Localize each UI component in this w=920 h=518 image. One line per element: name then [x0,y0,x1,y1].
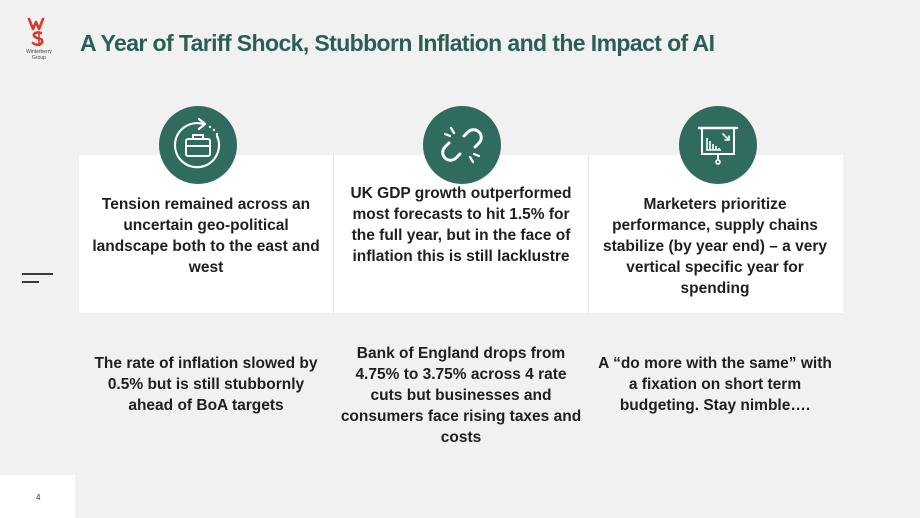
column-separator [588,155,589,313]
column-1-top-text: Tension remained across an uncertain geo… [92,196,320,276]
column-2-bottom-text: Bank of England drops from 4.75% to 3.75… [340,345,582,446]
logo-mark-icon [27,17,45,47]
column-separator [333,155,334,313]
winterberry-logo: Winterberry Group [19,17,59,67]
logo-text: Winterberry Group [26,49,52,61]
column-3-bottom-text: A “do more with the same” with a fixatio… [598,355,832,414]
section-divider-lines [22,273,54,285]
column-2-top-text: UK GDP growth outperformed most forecast… [350,185,572,265]
briefcase-refresh-icon [159,106,237,184]
presentation-chart-icon [679,106,757,184]
column-1-bottom-text: The rate of inflation slowed by 0.5% but… [94,355,318,414]
page-title: A Year of Tariff Shock, Stubborn Inflati… [80,30,715,56]
column-3-top-text: Marketers prioritize performance, supply… [603,196,827,297]
page-number-box [0,475,75,518]
page-number: 4 [36,493,41,502]
broken-link-icon [423,106,501,184]
